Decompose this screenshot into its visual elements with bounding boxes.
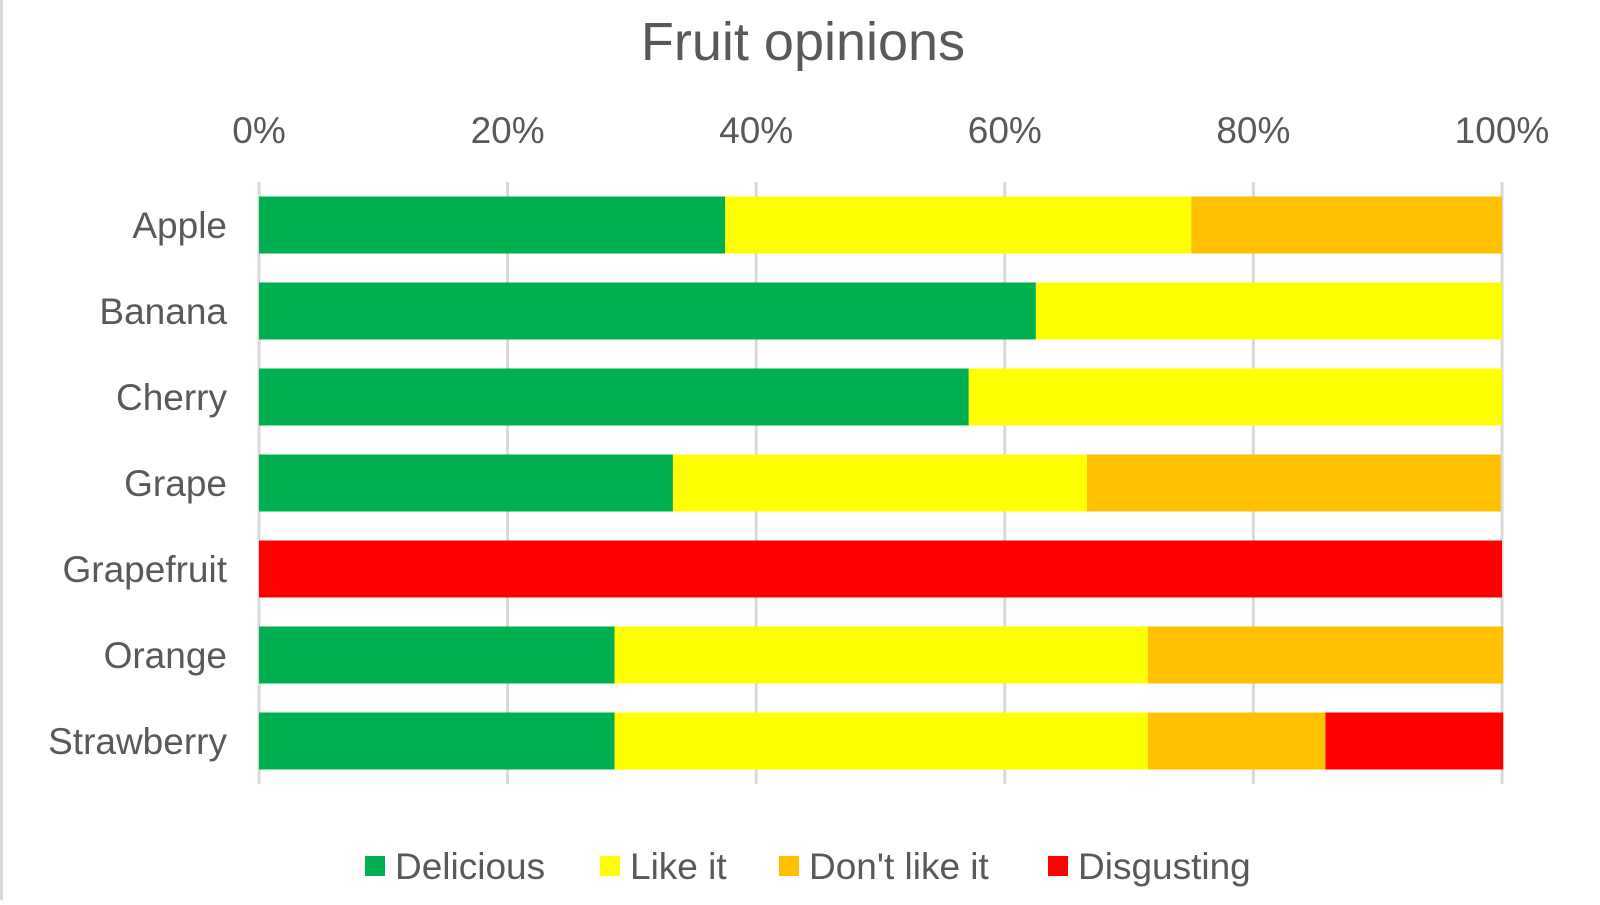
bar-segment	[968, 368, 1502, 426]
legend-label: Delicious	[395, 846, 545, 887]
x-tick-label: 100%	[1455, 110, 1550, 151]
bar-segment	[259, 712, 615, 770]
bar-segment	[672, 454, 1087, 512]
legend-swatch	[365, 856, 385, 876]
x-tick-label: 60%	[968, 110, 1042, 151]
chart-svg: Fruit opinions 0% 20% 40% 60% 80% 100% Apple B…	[48, 12, 1550, 887]
bar-segment	[614, 712, 1148, 770]
chart-title: Fruit opinions	[641, 12, 965, 72]
category-label: Banana	[99, 291, 227, 332]
legend-swatch	[779, 856, 799, 876]
bar-segment	[1325, 712, 1504, 770]
category-label: Cherry	[116, 377, 228, 418]
bar-segment	[1147, 712, 1326, 770]
legend-label: Disgusting	[1078, 846, 1251, 887]
bar-segment	[259, 454, 673, 512]
bar-segment	[259, 282, 1036, 340]
legend-item: Disgusting	[1048, 846, 1251, 887]
category-label: Grapefruit	[62, 549, 227, 590]
bar-segment	[259, 626, 615, 684]
bar-segment	[1147, 626, 1504, 684]
bar-segment	[259, 196, 726, 254]
legend-item: Delicious	[365, 846, 545, 887]
bar-segment	[1191, 196, 1502, 254]
category-label: Strawberry	[48, 721, 227, 762]
category-label: Apple	[132, 205, 227, 246]
bar-segment	[1086, 454, 1501, 512]
legend-label: Don't like it	[809, 846, 990, 887]
legend-swatch	[1048, 856, 1068, 876]
bar-segment	[259, 368, 969, 426]
legend-item: Don't like it	[779, 846, 990, 887]
bar-segment	[1035, 282, 1502, 340]
bar-segment	[259, 540, 1502, 598]
x-tick-label: 80%	[1216, 110, 1290, 151]
x-tick-label: 40%	[719, 110, 793, 151]
x-tick-label: 0%	[232, 110, 285, 151]
legend-label: Like it	[630, 846, 727, 887]
bar-segment	[725, 196, 1192, 254]
x-tick-label: 20%	[471, 110, 545, 151]
category-label: Orange	[104, 635, 227, 676]
category-label: Grape	[124, 463, 227, 504]
legend-swatch	[600, 856, 620, 876]
legend-item: Like it	[600, 846, 727, 887]
bar-segment	[614, 626, 1148, 684]
